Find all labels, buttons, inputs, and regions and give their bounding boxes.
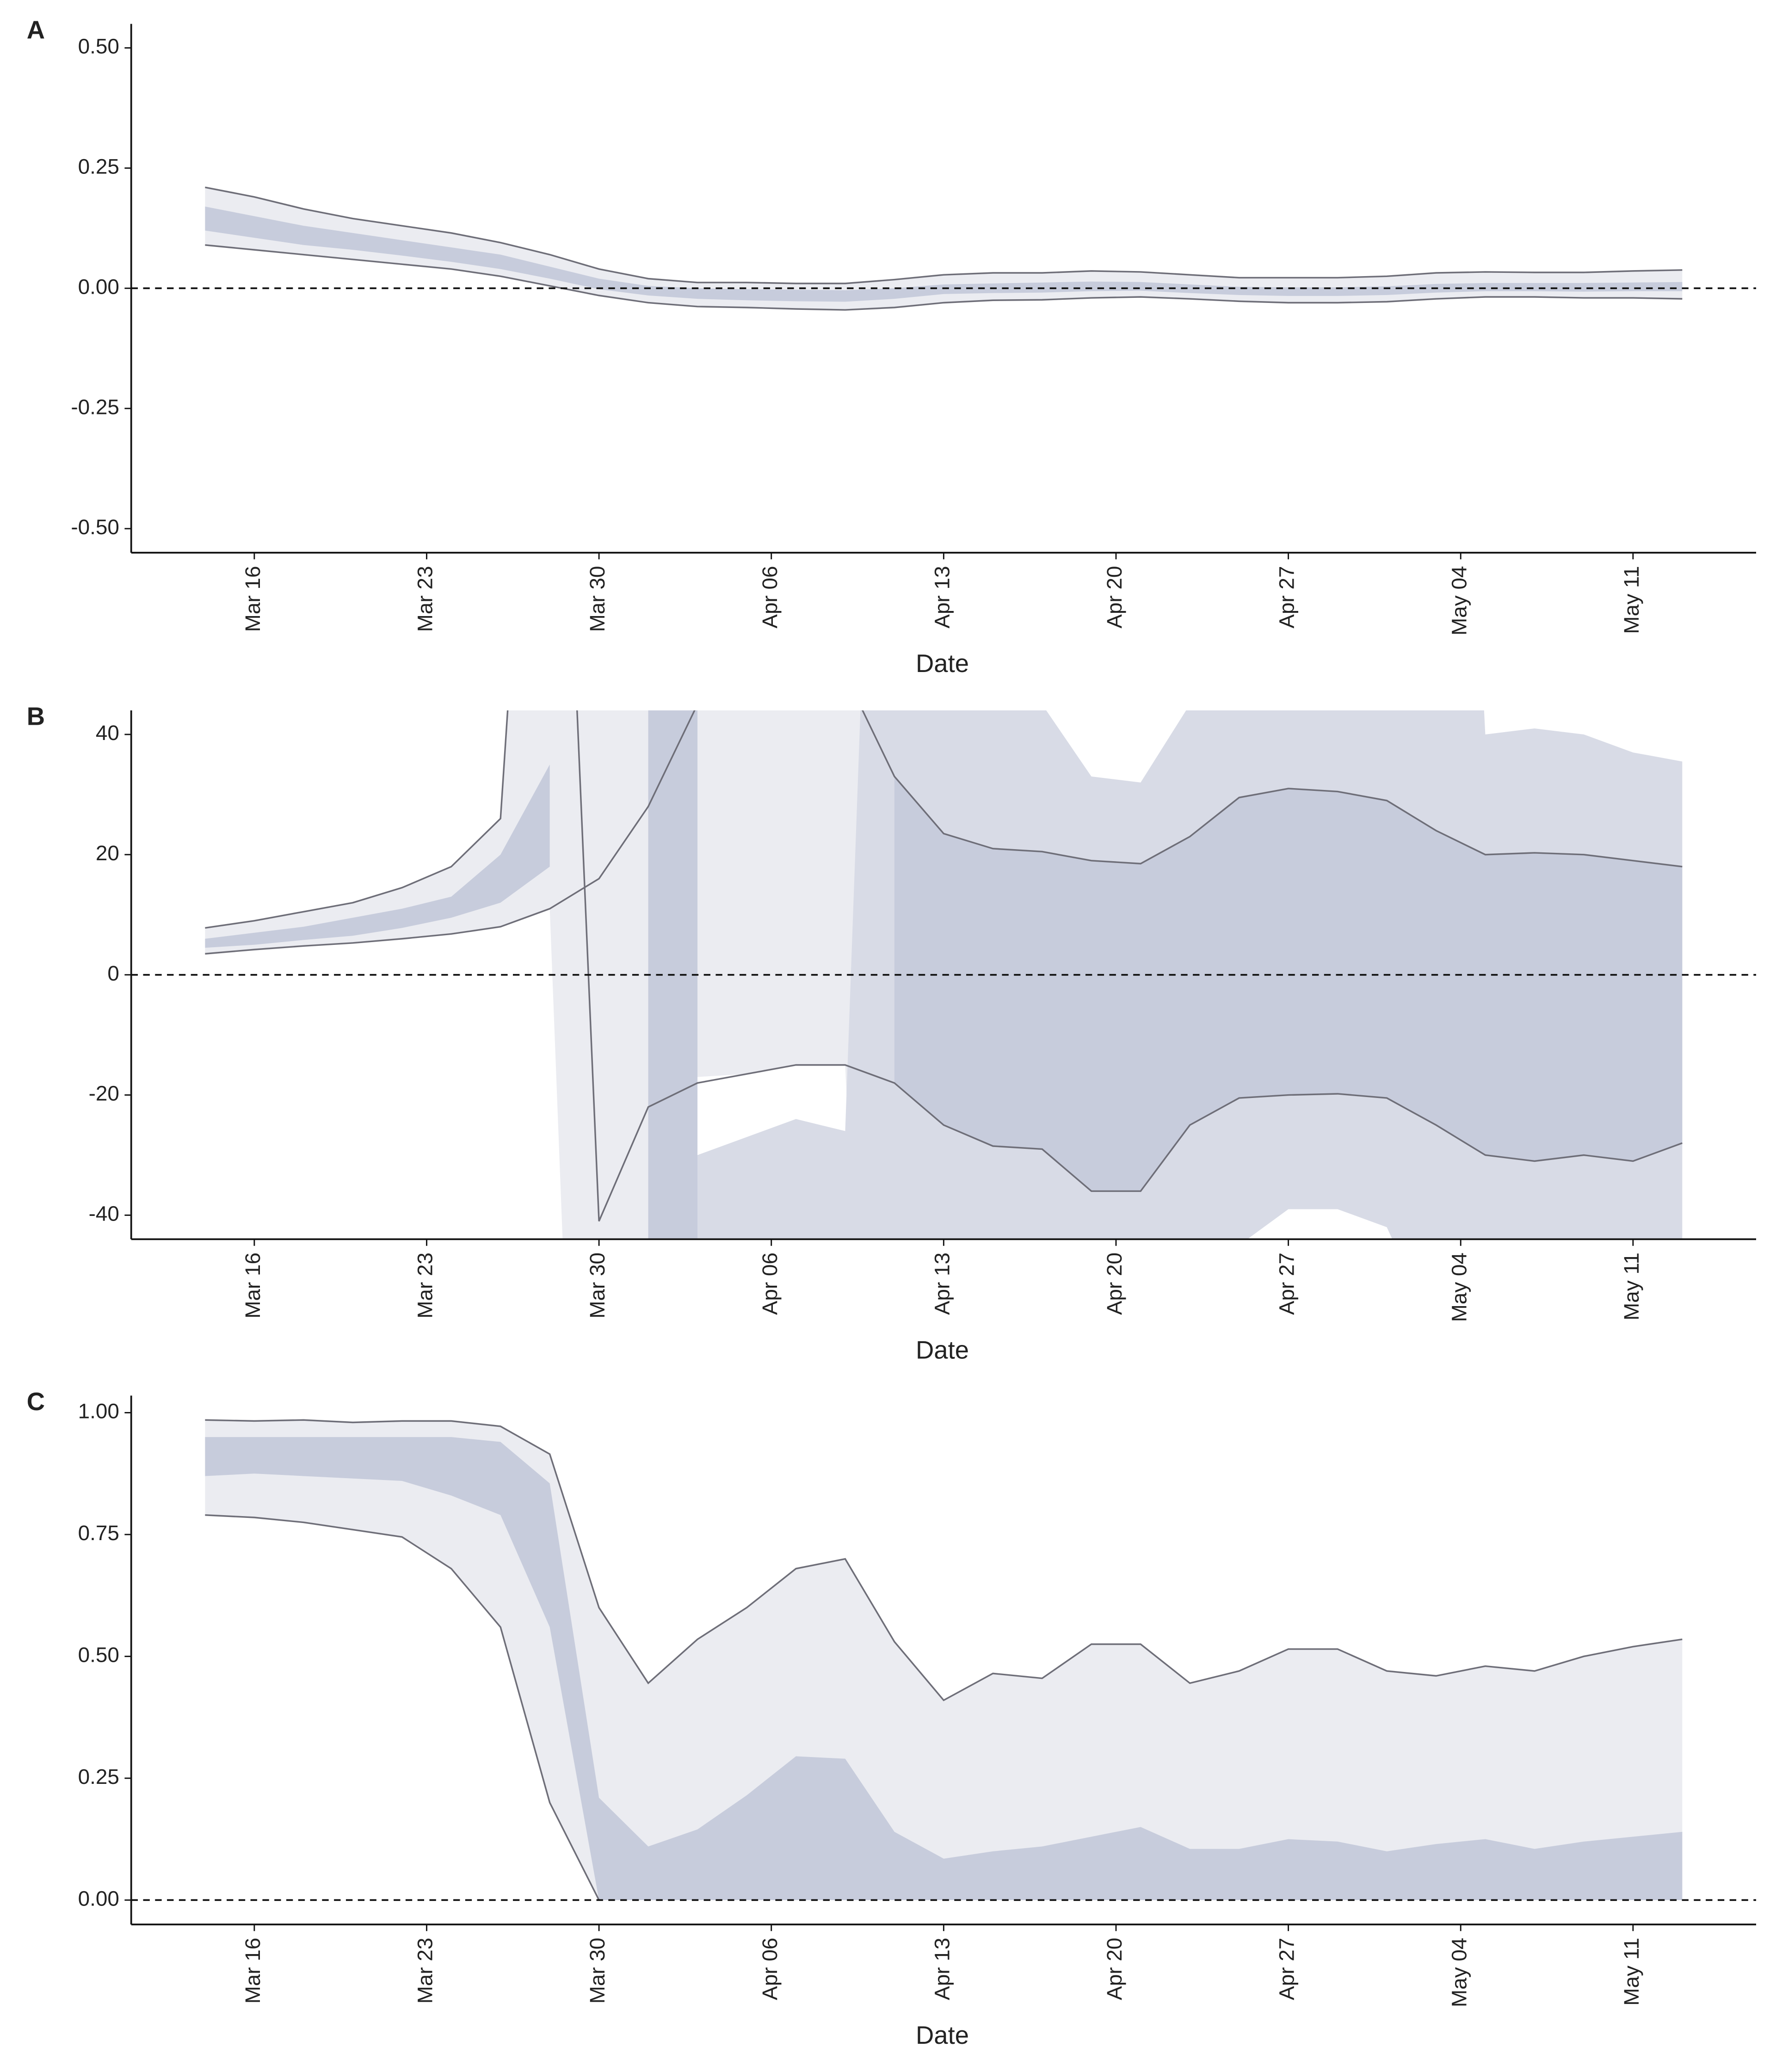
band: [205, 710, 894, 1240]
y-tick-label: 0.25: [78, 1764, 119, 1788]
y-tick-label: 0.75: [78, 1521, 119, 1545]
x-tick-label: Mar 16: [240, 566, 265, 632]
x-tick-label: Apr 06: [758, 566, 782, 629]
x-tick-label: Mar 30: [585, 1252, 609, 1319]
panel-label: C: [27, 1388, 45, 1416]
x-tick-label: Apr 27: [1275, 566, 1299, 629]
line: [205, 186, 1683, 284]
line: [205, 244, 1683, 311]
x-axis-title: Date: [916, 1336, 969, 1364]
x-axis-title: Date: [916, 2021, 969, 2049]
y-tick-label: 0.50: [78, 1642, 119, 1666]
x-tick-label: Apr 20: [1102, 1938, 1126, 2000]
line: [205, 1514, 600, 1901]
x-tick-label: Apr 20: [1102, 1252, 1126, 1315]
band: [205, 764, 550, 948]
y-tick-label: -40: [89, 1202, 119, 1226]
y-tick-label: -0.25: [71, 395, 119, 419]
y-tick-label: 0.25: [78, 154, 119, 179]
x-tick-label: Mar 30: [585, 1938, 609, 2004]
panel-label: A: [27, 16, 45, 44]
x-tick-label: Apr 27: [1275, 1938, 1299, 2000]
x-tick-label: Apr 13: [930, 1252, 954, 1315]
band: [894, 776, 1683, 1191]
x-tick-label: Mar 23: [413, 1938, 437, 2004]
y-tick-label: 0.00: [78, 274, 119, 298]
y-tick-label: -0.50: [71, 515, 119, 539]
x-tick-label: May 11: [1619, 1938, 1643, 2006]
x-tick-label: Apr 27: [1275, 1252, 1299, 1315]
plot: [205, 186, 1683, 311]
y-tick-label: -20: [89, 1081, 119, 1105]
x-tick-label: May 11: [1619, 566, 1643, 634]
x-tick-label: Apr 13: [930, 1938, 954, 2000]
x-tick-label: Apr 06: [758, 1938, 782, 2000]
x-tick-label: May 04: [1447, 1252, 1471, 1322]
x-tick-label: May 04: [1447, 1938, 1471, 2007]
y-tick-label: 0.00: [78, 1886, 119, 1910]
y-tick-label: 20: [96, 841, 119, 865]
y-tick-label: 0.50: [78, 34, 119, 58]
line: [205, 710, 1683, 1222]
x-tick-label: Mar 16: [240, 1252, 265, 1319]
x-tick-label: Mar 30: [585, 566, 609, 632]
y-tick-label: 0: [107, 961, 119, 985]
band: [205, 206, 1683, 302]
y-tick-label: 40: [96, 721, 119, 745]
line: [205, 710, 1683, 955]
x-tick-label: Apr 06: [758, 1252, 782, 1315]
line: [205, 1419, 1683, 1702]
x-tick-label: Mar 23: [413, 566, 437, 632]
x-axis-title: Date: [916, 649, 969, 678]
y-tick-label: 1.00: [78, 1399, 119, 1423]
x-tick-label: Apr 20: [1102, 566, 1126, 629]
panel-label: B: [27, 703, 45, 731]
x-tick-label: Mar 16: [240, 1938, 265, 2004]
x-tick-label: May 04: [1447, 566, 1471, 635]
plot: [205, 710, 1683, 1240]
band: [205, 1437, 1683, 1900]
band: [205, 1420, 1683, 1900]
x-tick-label: May 11: [1619, 1252, 1643, 1320]
plot: [205, 1419, 1683, 1901]
x-tick-label: Mar 23: [413, 1252, 437, 1319]
x-tick-label: Apr 13: [930, 566, 954, 629]
